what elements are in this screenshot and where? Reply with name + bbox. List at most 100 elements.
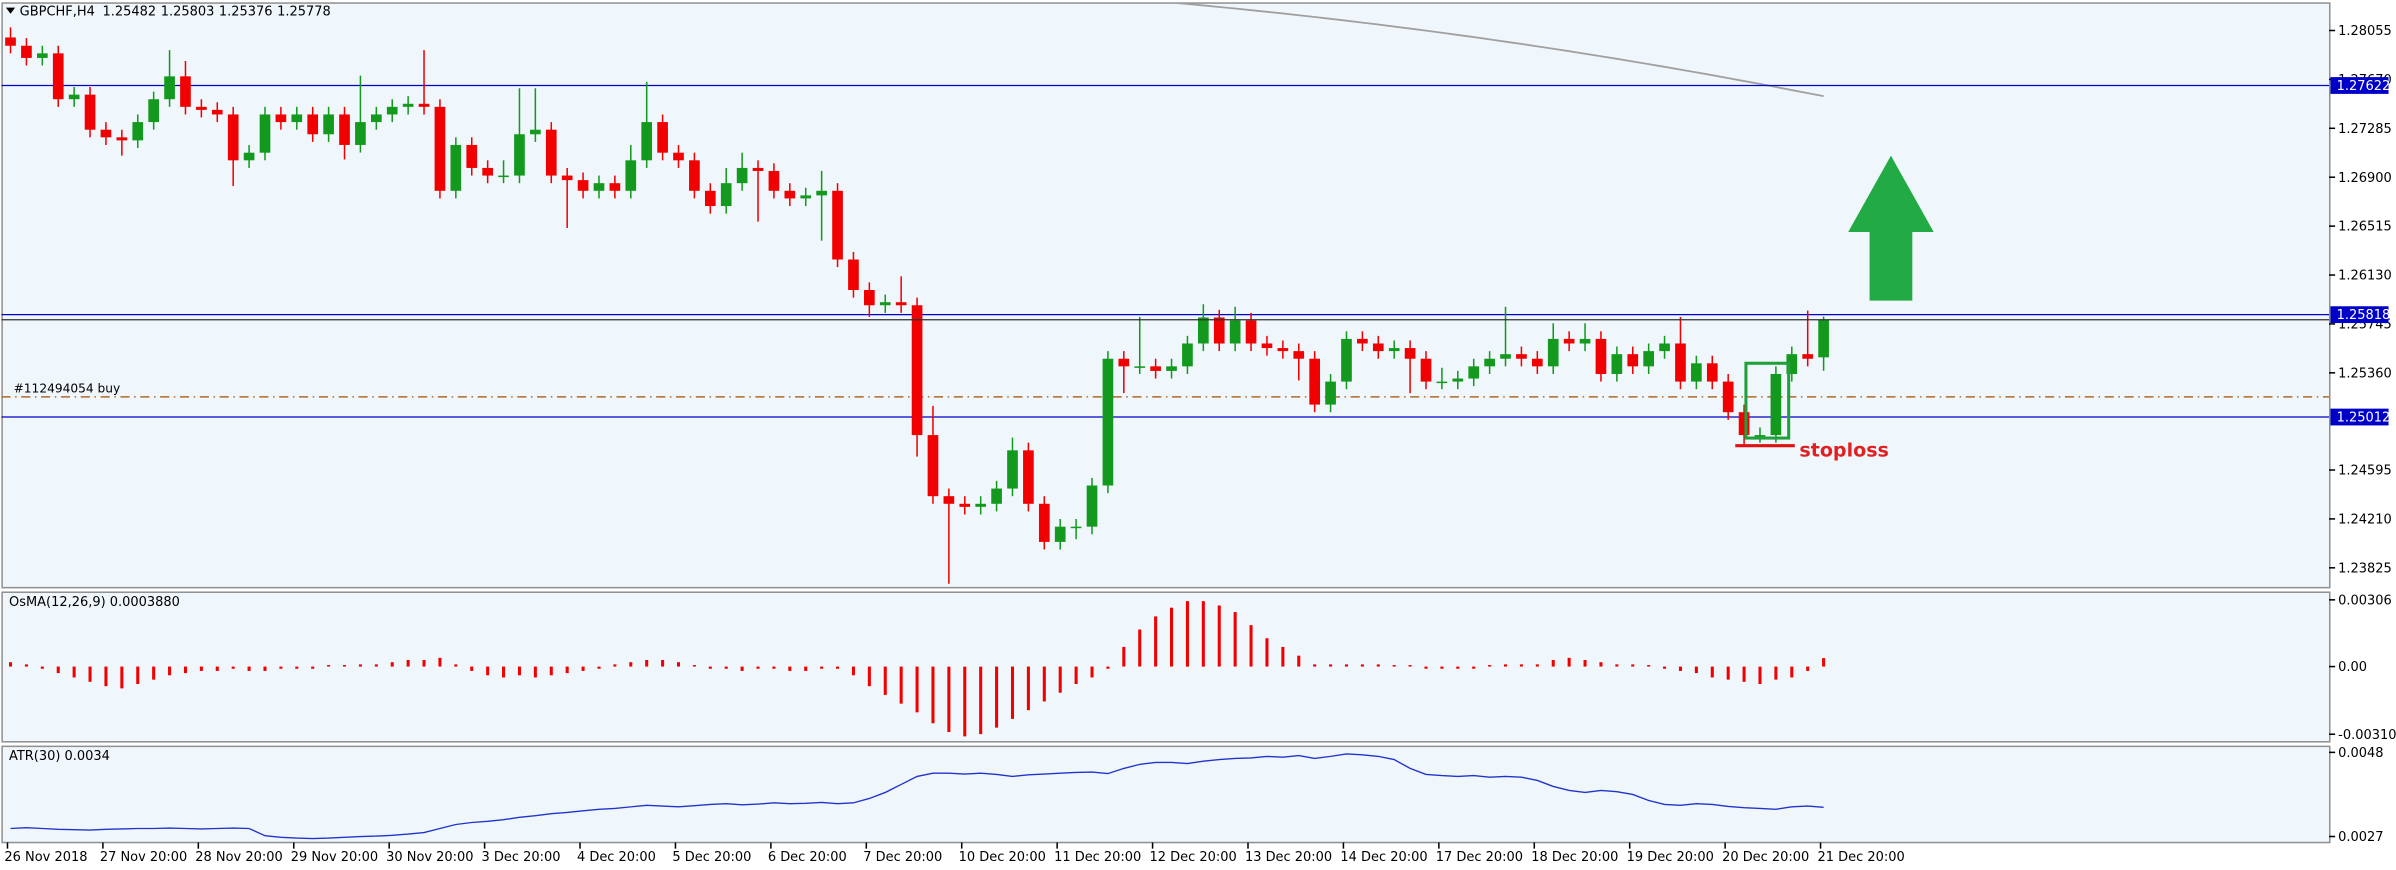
candle-body <box>1007 450 1018 489</box>
candle-body <box>1786 354 1798 374</box>
candle-body <box>275 114 287 123</box>
stoploss-label: stoploss <box>1799 439 1889 461</box>
y-tick-label: 1.26900 <box>2338 171 2392 186</box>
y-tick-label: 1.23825 <box>2338 561 2392 576</box>
level-tag-label: 1.27622 <box>2337 79 2391 94</box>
x-tick-label: 5 Dec 20:00 <box>672 850 751 865</box>
candle-body <box>466 144 478 168</box>
candle-body <box>5 37 16 46</box>
candle-body <box>768 170 780 191</box>
candle-body <box>1706 363 1718 382</box>
level-tag <box>2330 408 2389 426</box>
candle-body <box>609 183 621 191</box>
candle-body <box>36 53 48 58</box>
osma-pane <box>1 591 2331 743</box>
y-tick-label: 0.00 <box>2338 660 2367 675</box>
candle-body <box>1547 338 1559 367</box>
candle-body <box>1245 320 1257 344</box>
candle-body <box>1357 338 1368 344</box>
candle-body <box>879 302 891 306</box>
candle-body <box>1595 338 1607 374</box>
order-label: #112494054 buy <box>14 381 121 395</box>
x-tick-label: 6 Dec 20:00 <box>768 850 847 865</box>
candles: #112494054 buy <box>1 3 2329 584</box>
candle-body <box>1468 366 1480 379</box>
candle-body <box>1166 366 1177 371</box>
y-tick-label: -0.003103 <box>2338 728 2396 743</box>
candle-body <box>1182 343 1193 367</box>
candle-body <box>148 99 160 123</box>
candle-body <box>673 152 684 161</box>
candle-body <box>832 190 843 260</box>
candle-body <box>84 94 96 130</box>
candle-body <box>132 122 144 141</box>
candle-body <box>1691 363 1702 382</box>
level-tag <box>2330 77 2389 94</box>
candle-body <box>1372 343 1384 352</box>
x-tick-label: 28 Nov 20:00 <box>195 850 282 865</box>
candle-body <box>545 129 557 176</box>
candle-body <box>816 190 827 196</box>
candle-body <box>418 103 430 107</box>
candle-body <box>720 183 732 207</box>
candle-body <box>1388 348 1400 352</box>
symbol: GBPCHF,H4 <box>20 4 95 19</box>
candle-body <box>689 160 700 191</box>
candle-body <box>784 190 796 199</box>
up-arrow <box>1848 155 1934 301</box>
candle-body <box>1484 358 1495 367</box>
atr-label: ATR(30) 0.0034 <box>9 749 110 764</box>
candle-body <box>355 122 366 145</box>
candle-body <box>1023 450 1034 504</box>
candle-body <box>736 167 748 184</box>
candle-body <box>434 106 446 191</box>
y-tick-label: 1.25360 <box>2338 366 2392 381</box>
candle-body <box>641 122 653 161</box>
x-tick-label: 19 Dec 20:00 <box>1627 850 1714 865</box>
y-tick-label: 1.28055 <box>2338 24 2392 39</box>
candle-body <box>864 290 875 306</box>
candle-body <box>498 175 509 178</box>
candle-body <box>116 137 128 141</box>
candle-body <box>482 167 493 176</box>
candle-body <box>1722 381 1734 413</box>
y-tick-label: 0.00306 <box>2338 593 2392 608</box>
atr-pane <box>1 745 2331 844</box>
candle-body <box>1213 317 1225 344</box>
candle-body <box>1102 358 1114 486</box>
candle-body <box>625 160 637 191</box>
candle-body <box>1086 485 1098 527</box>
candle-body <box>1516 354 1527 359</box>
candle-body <box>1531 358 1543 367</box>
candle-body <box>848 259 859 291</box>
level-tag <box>2330 306 2389 324</box>
candle-body <box>704 190 716 207</box>
x-tick-label: 14 Dec 20:00 <box>1340 850 1427 865</box>
x-tick-label: 7 Dec 20:00 <box>863 850 942 865</box>
y-tick-label: 1.24210 <box>2338 512 2392 527</box>
candle-body <box>164 76 175 100</box>
x-tick-label: 21 Dec 20:00 <box>1818 850 1905 865</box>
candle-body <box>1500 354 1511 359</box>
x-tick-label: 3 Dec 20:00 <box>482 850 561 865</box>
candle-body <box>68 94 80 100</box>
x-tick-label: 26 Nov 2018 <box>4 850 87 865</box>
moving-average <box>1166 3 1824 98</box>
candle-body <box>52 53 64 100</box>
candle-body <box>1070 526 1082 529</box>
candle-body <box>514 134 525 176</box>
y-tick-label: 1.26130 <box>2338 269 2392 284</box>
candle-body <box>1261 343 1273 349</box>
x-tick-label: 13 Dec 20:00 <box>1245 850 1332 865</box>
close: 1.25778 <box>277 4 331 19</box>
candle-body <box>1754 435 1766 437</box>
candle-body <box>1293 351 1305 359</box>
candle-body <box>323 114 334 135</box>
candle-body <box>1436 381 1448 384</box>
x-tick-label: 4 Dec 20:00 <box>577 850 656 865</box>
open: 1.25482 <box>102 4 156 19</box>
level-tag-label: 1.25818 <box>2337 308 2391 323</box>
candle-body <box>450 144 462 191</box>
